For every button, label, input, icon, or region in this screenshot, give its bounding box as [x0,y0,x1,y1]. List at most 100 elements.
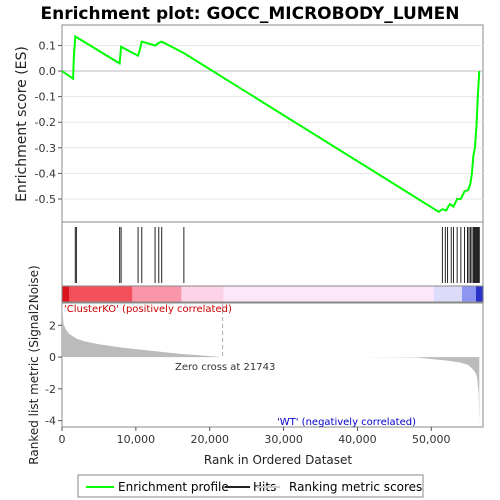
ranking-color-segment [363,286,372,302]
ranking-color-segment [132,286,140,302]
ranking-color-segment [272,286,281,302]
legend-frame [77,474,424,498]
negative-correlation-label: 'WT' (negatively correlated) [277,417,416,428]
ranking-color-segment [244,286,253,302]
ranking-color-segment [426,286,435,302]
ranking-color-segment [468,286,477,302]
es-gridlines [62,44,483,200]
ranking-color-segment [209,286,217,302]
x-tick-label: 20,000 [190,433,229,446]
ranking-color-segment [328,286,337,302]
ranking-color-segment [195,286,203,302]
metric-y-tick-label: -2 [45,383,56,396]
es-y-tick-label: -0.3 [35,142,56,155]
ranking-color-segment [97,286,105,302]
es-y-tick-label: 0.1 [39,39,57,52]
ranking-color-segment [188,286,196,302]
hit-markers [74,227,480,283]
es-y-ticks: 0.1 0.0 -0.1 -0.2 -0.3 -0.4 -0.5 [35,39,62,206]
ranking-color-segment [125,286,133,302]
ranking-color-segment [412,286,421,302]
metric-y-ticks: 2 0 -2 -4 [45,319,62,428]
ranking-color-segment [258,286,267,302]
x-tick-label: 0 [59,433,66,446]
ranking-color-segment [251,286,260,302]
es-y-tick-label: -0.4 [35,167,56,180]
legend: Enrichment profile Hits Ranking metric s… [77,474,424,498]
ranking-color-segment [293,286,302,302]
positive-correlation-label: 'ClusterKO' (positively correlated) [64,304,232,315]
ranking-color-segment [62,286,70,302]
ranking-color-segment [398,286,407,302]
ranking-color-segment [405,286,414,302]
ranking-color-segment [300,286,309,302]
metric-panel: 2 0 -2 -4 'ClusterKO' (positively correlate… [27,265,484,465]
hits-panel [61,221,484,287]
ranking-color-segment [153,286,161,302]
ranking-color-segment [356,286,365,302]
ranking-color-segment [160,286,168,302]
x-tick-label: 30,000 [264,433,303,446]
x-tick-label: 50,000 [412,433,451,446]
legend-ranking-metric-label: Ranking metric scores [289,480,422,494]
ranking-color-segment [118,286,126,302]
es-y-axis-label: Enrichment score (ES) [14,46,30,202]
metric-panel-frame [61,302,484,428]
x-tick-label: 10,000 [117,433,156,446]
es-y-tick-label: 0.0 [39,65,57,78]
ranking-color-segment [433,286,442,302]
zero-cross-label: Zero cross at 21743 [175,362,275,373]
ranking-color-segment [202,286,210,302]
metric-y-tick-label: 0 [49,351,56,364]
ranking-color-segment [174,286,182,302]
ranking-color-band [61,285,484,303]
metric-y-axis-label: Ranked list metric (Signal2Noise) [27,265,41,464]
ranking-color-segment [307,286,316,302]
ranking-color-segment [349,286,358,302]
es-panel: 0.1 0.0 -0.1 -0.2 -0.3 -0.4 -0.5 Enrichment sc… [14,24,484,223]
ranking-color-segment [384,286,393,302]
chart-title: Enrichment plot: GOCC_MICROBODY_LUMEN [40,4,459,24]
ranking-color-segment [216,286,224,302]
ranking-color-band-frame [61,285,484,303]
ranking-color-segment [237,286,246,302]
ranking-color-segment [461,286,470,302]
ranking-color-segment [377,286,386,302]
ranking-color-segment [167,286,175,302]
ranking-color-segment [90,286,98,302]
ranking-color-segment [286,286,295,302]
legend-enrichment-profile-label: Enrichment profile [118,480,229,494]
enrichment-profile-line [61,34,481,213]
metric-y-tick-label: -4 [45,415,56,428]
x-tick-label: 40,000 [338,433,377,446]
es-y-tick-label: -0.1 [35,91,56,104]
ranking-color-segment [223,286,231,302]
ranking-color-segment [370,286,379,302]
ranking-color-segment [342,286,351,302]
ranking-color-segment [104,286,112,302]
metric-y-tick-label: 2 [49,319,56,332]
ranking-color-segment [419,286,428,302]
es-y-tick-label: -0.5 [35,193,56,206]
hits-panel-frame [61,221,484,287]
ranking-color-segment [111,286,119,302]
ranking-color-segment [83,286,91,302]
ranking-color-segment [447,286,456,302]
ranking-color-segment [279,286,288,302]
ranking-color-segment [69,286,77,302]
ranking-color-segment [454,286,463,302]
x-axis-label: Rank in Ordered Dataset [204,453,352,467]
ranking-color-segment [391,286,400,302]
x-axis-ticks: 0 10,000 20,000 30,000 40,000 50,000 [59,427,451,446]
ranking-color-segment [475,286,484,302]
ranking-color-segment [314,286,323,302]
ranking-color-segment [76,286,84,302]
ranking-color-segment [181,286,189,302]
ranking-color-segment [139,286,147,302]
ranking-color-segment [265,286,274,302]
ranking-color-segment [440,286,449,302]
ranking-color-segment [335,286,344,302]
ranking-color-segment [146,286,154,302]
es-y-tick-label: -0.2 [35,116,56,129]
